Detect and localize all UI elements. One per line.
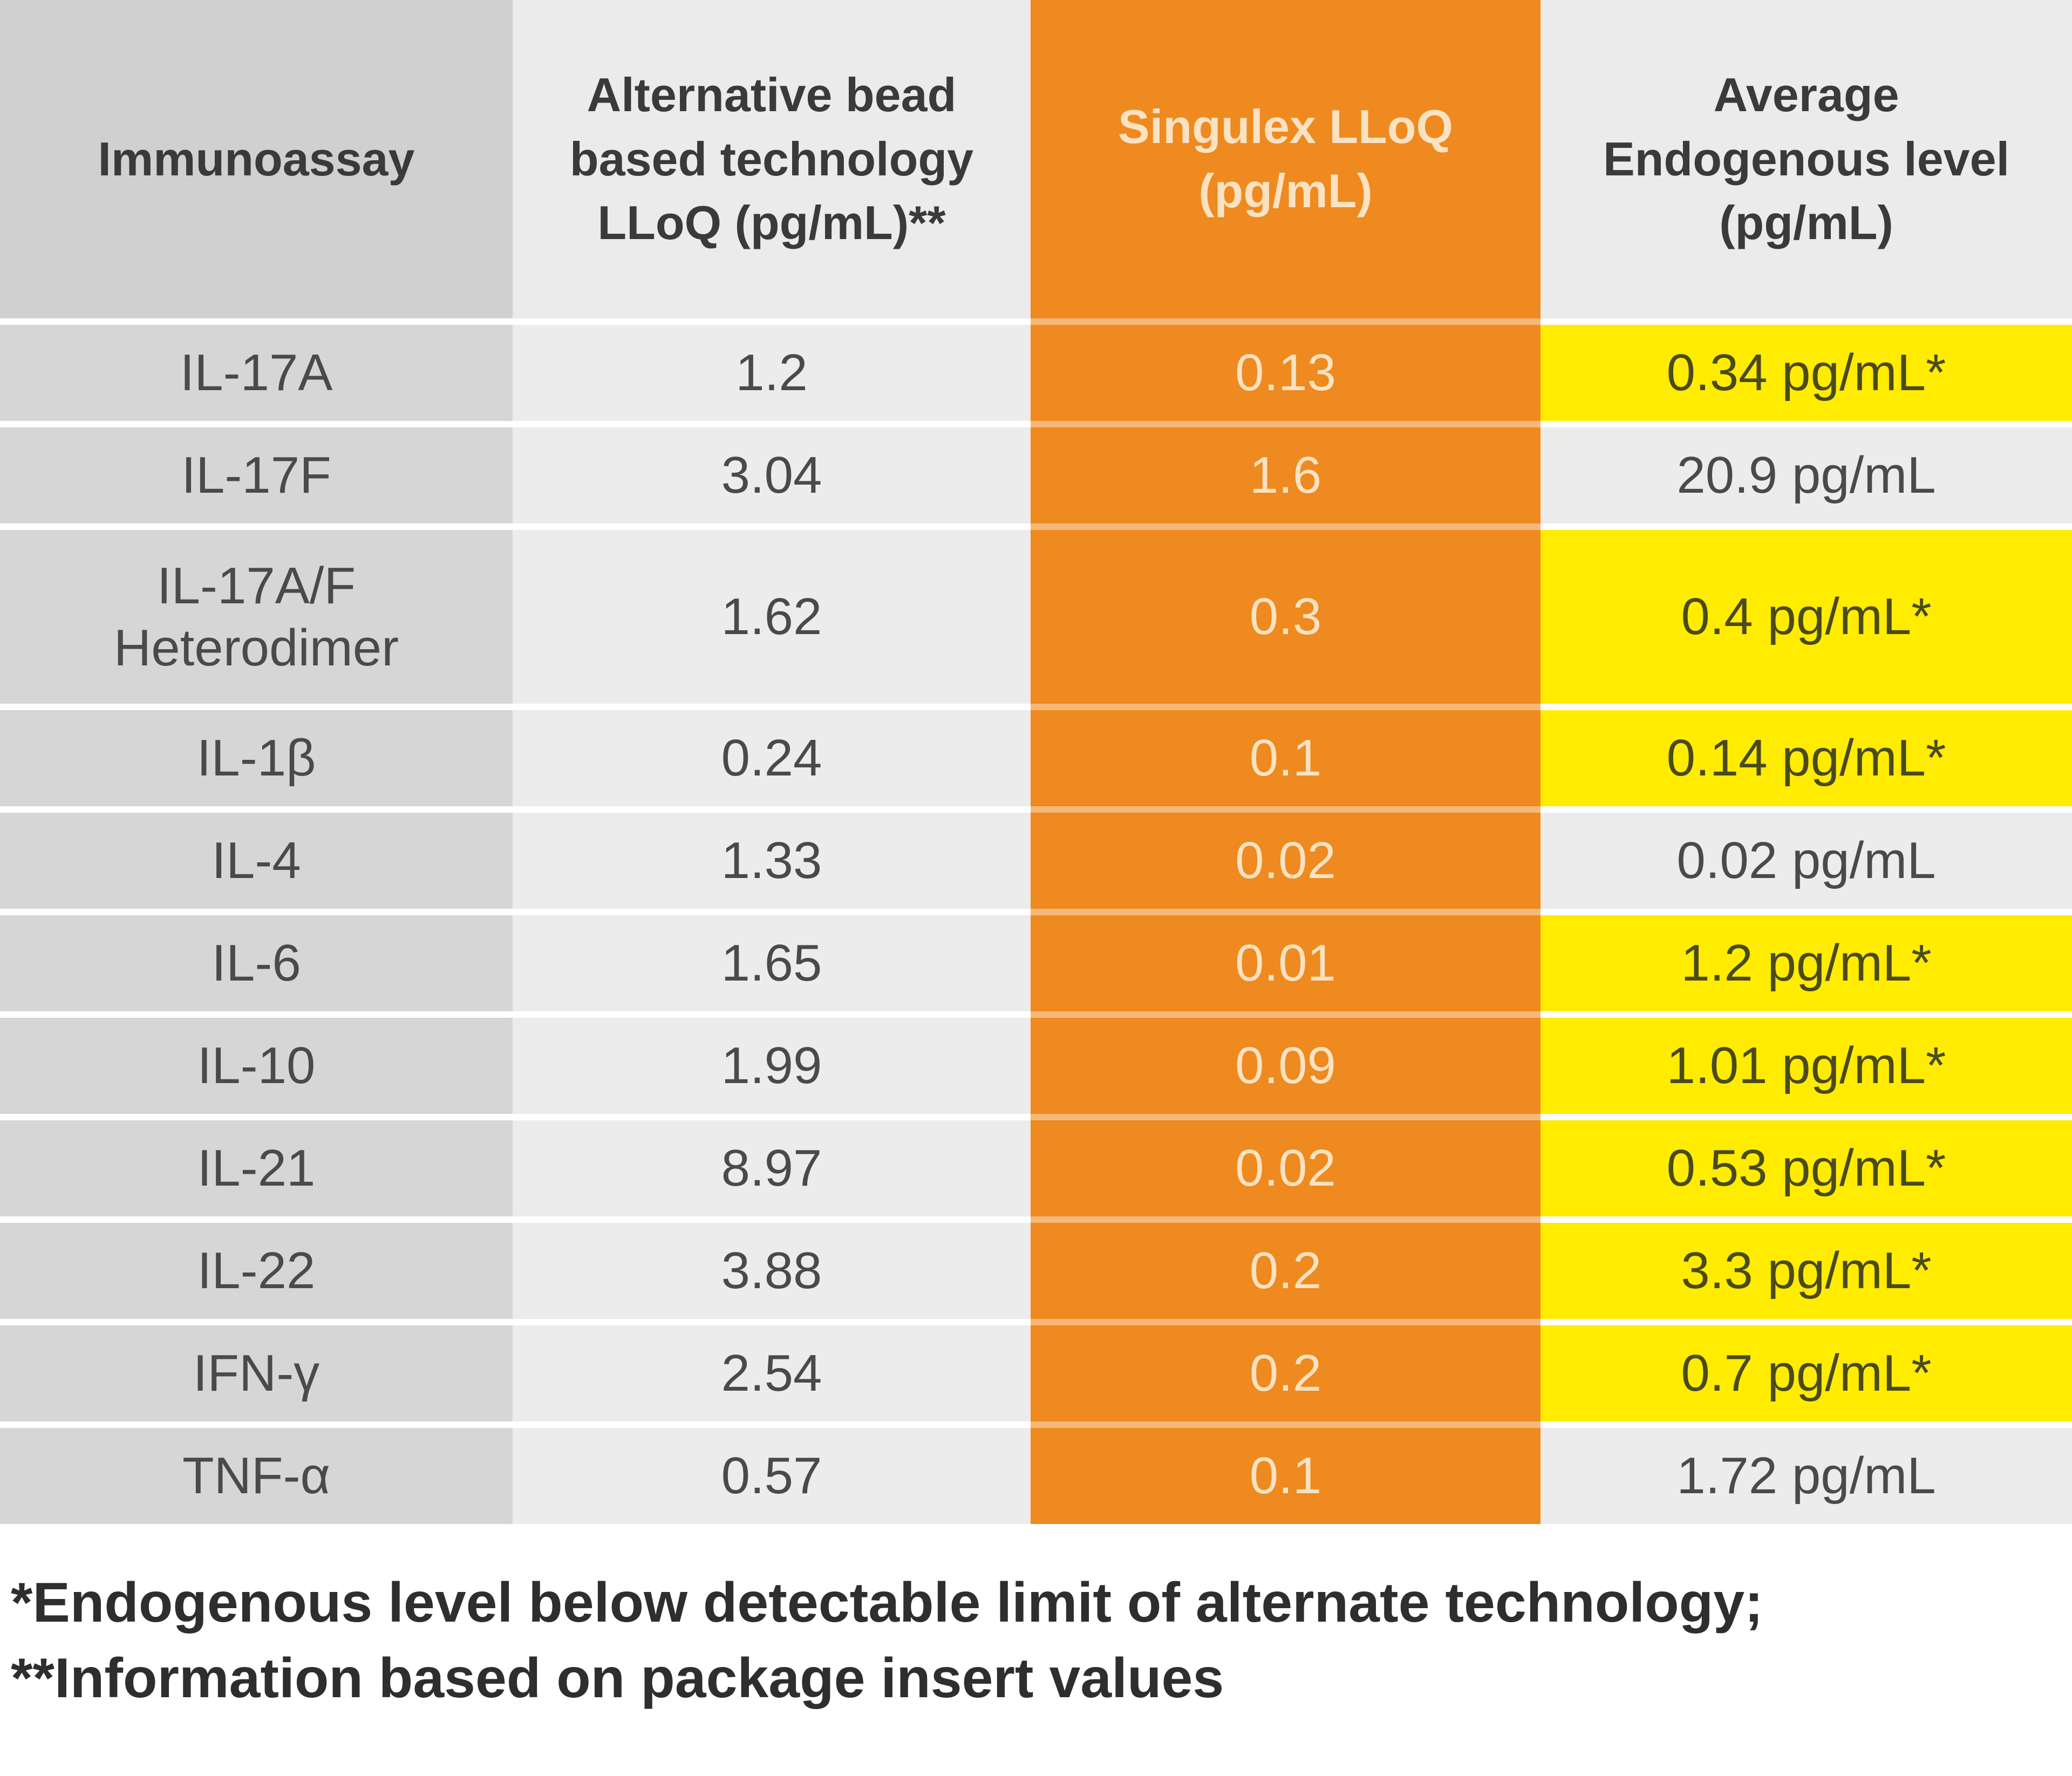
endogenous-level-cell: 0.02 pg/mL (1541, 813, 2072, 909)
row-divider-orange (1031, 1421, 1541, 1428)
assay-header: Immunoassay (0, 0, 513, 318)
singulex-lloq-cell: 0.2 (1031, 1223, 1541, 1319)
alt-lloq-cell: 1.62 (513, 530, 1031, 704)
endogenous-level-cell: 0.53 pg/mL* (1541, 1120, 2072, 1216)
endogenous-level-cell: 0.34 pg/mL* (1541, 325, 2072, 421)
table-row: IL-17A 1.2 0.13 0.34 pg/mL* (0, 325, 2072, 421)
endogenous-level-cell: 3.3 pg/mL* (1541, 1223, 2072, 1319)
row-divider-orange (1031, 1216, 1541, 1223)
endogenous-level-cell: 0.7 pg/mL* (1541, 1325, 2072, 1421)
singulex-lloq-cell: 0.2 (1031, 1325, 1541, 1421)
footnote-package-insert: **Information based on package insert va… (11, 1647, 1224, 1710)
assay-cell: IL-21 (0, 1120, 513, 1216)
row-divider-orange (1031, 806, 1541, 813)
table-row: IL-10 1.99 0.09 1.01 pg/mL* (0, 1018, 2072, 1114)
alt-lloq-cell: 3.88 (513, 1223, 1031, 1319)
table-header-row: Immunoassay Alternative bead based techno… (0, 0, 2072, 318)
endogenous-level-cell: 0.4 pg/mL* (1541, 530, 2072, 704)
row-divider (0, 1114, 2072, 1120)
singulex-lloq-cell: 0.02 (1031, 813, 1541, 909)
assay-cell: IFN-γ (0, 1325, 513, 1421)
row-divider (0, 318, 2072, 325)
table-row: IL-17A/F Heterodimer 1.62 0.3 0.4 pg/mL* (0, 530, 2072, 704)
singulex-lloq-cell: 0.3 (1031, 530, 1541, 704)
row-divider-orange (1031, 421, 1541, 427)
table-row: IL-17F 3.04 1.6 20.9 pg/mL (0, 427, 2072, 523)
footnotes: *Endogenous level below detectable limit… (11, 1565, 2061, 1717)
row-divider (0, 1011, 2072, 1018)
row-divider (0, 421, 2072, 427)
assay-cell: IL-17F (0, 427, 513, 523)
row-divider (0, 1319, 2072, 1325)
alt-lloq-cell: 8.97 (513, 1120, 1031, 1216)
assay-cell: IL-1β (0, 710, 513, 806)
row-divider-orange (1031, 704, 1541, 710)
endogenous-level-header: Average Endogenous level (pg/mL) (1541, 0, 2072, 318)
alt-lloq-cell: 3.04 (513, 427, 1031, 523)
row-divider-orange (1031, 318, 1541, 325)
alt-lloq-cell: 1.65 (513, 915, 1031, 1011)
endogenous-level-cell: 1.72 pg/mL (1541, 1428, 2072, 1524)
endogenous-level-cell: 20.9 pg/mL (1541, 427, 2072, 523)
table-row: IL-1β 0.24 0.1 0.14 pg/mL* (0, 710, 2072, 806)
alt-lloq-cell: 0.57 (513, 1428, 1031, 1524)
table-row: IL-4 1.33 0.02 0.02 pg/mL (0, 813, 2072, 909)
row-divider-orange (1031, 1011, 1541, 1018)
singulex-lloq-cell: 0.01 (1031, 915, 1541, 1011)
singulex-lloq-cell: 0.1 (1031, 710, 1541, 806)
row-divider (0, 806, 2072, 813)
assay-cell: IL-22 (0, 1223, 513, 1319)
singulex-lloq-cell: 0.1 (1031, 1428, 1541, 1524)
alt-lloq-cell: 1.2 (513, 325, 1031, 421)
row-divider (0, 523, 2072, 530)
table-row: IL-21 8.97 0.02 0.53 pg/mL* (0, 1120, 2072, 1216)
alt-lloq-header: Alternative bead based technology LLoQ (… (513, 0, 1031, 318)
alt-lloq-cell: 1.33 (513, 813, 1031, 909)
assay-cell: IL-17A (0, 325, 513, 421)
row-divider (0, 1421, 2072, 1428)
assay-cell: IL-6 (0, 915, 513, 1011)
row-divider-orange (1031, 1114, 1541, 1120)
singulex-lloq-cell: 1.6 (1031, 427, 1541, 523)
row-divider-orange (1031, 1319, 1541, 1325)
row-divider-orange (1031, 523, 1541, 530)
endogenous-level-cell: 1.2 pg/mL* (1541, 915, 2072, 1011)
assay-cell: IL-4 (0, 813, 513, 909)
table-row: TNF-α 0.57 0.1 1.72 pg/mL (0, 1428, 2072, 1524)
assay-cell: IL-17A/F Heterodimer (0, 530, 513, 704)
footnote-endogenous: *Endogenous level below detectable limit… (11, 1571, 1763, 1634)
alt-lloq-cell: 2.54 (513, 1325, 1031, 1421)
alt-lloq-cell: 1.99 (513, 1018, 1031, 1114)
row-divider-orange (1031, 909, 1541, 915)
assay-cell: TNF-α (0, 1428, 513, 1524)
row-divider (0, 909, 2072, 915)
endogenous-level-cell: 0.14 pg/mL* (1541, 710, 2072, 806)
alt-lloq-cell: 0.24 (513, 710, 1031, 806)
endogenous-level-cell: 1.01 pg/mL* (1541, 1018, 2072, 1114)
row-divider (0, 704, 2072, 710)
table-row: IFN-γ 2.54 0.2 0.7 pg/mL* (0, 1325, 2072, 1421)
table-row: IL-6 1.65 0.01 1.2 pg/mL* (0, 915, 2072, 1011)
singulex-lloq-header: Singulex LLoQ (pg/mL) (1031, 0, 1541, 318)
assay-cell: IL-10 (0, 1018, 513, 1114)
singulex-lloq-cell: 0.02 (1031, 1120, 1541, 1216)
singulex-lloq-cell: 0.09 (1031, 1018, 1541, 1114)
table-row: IL-22 3.88 0.2 3.3 pg/mL* (0, 1223, 2072, 1319)
singulex-lloq-cell: 0.13 (1031, 325, 1541, 421)
row-divider (0, 1216, 2072, 1223)
